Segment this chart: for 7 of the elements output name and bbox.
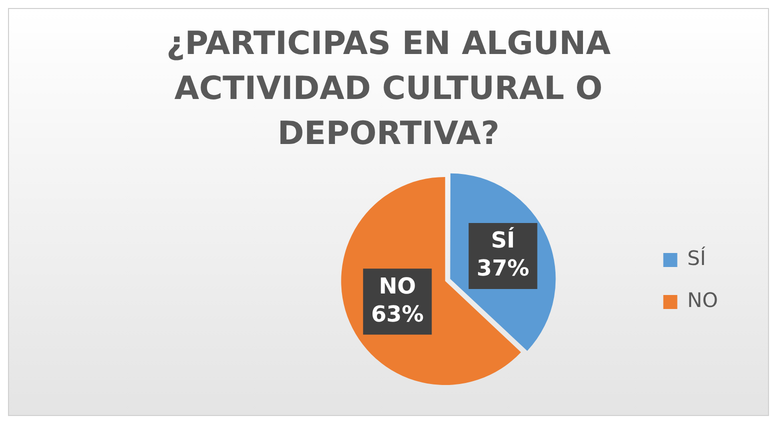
slice-label: NO	[378, 274, 416, 300]
data-label: 63%	[371, 302, 424, 328]
legend-label: NO	[687, 288, 718, 312]
data-label: 37%	[476, 256, 530, 282]
slice-label: SÍ	[490, 226, 515, 254]
legend-label: SÍ	[687, 246, 706, 270]
chart-title: ¿PARTICIPAS EN ALGUNA ACTIVIDAD CULTURAL O DEPORTIVA?	[165, 23, 612, 154]
